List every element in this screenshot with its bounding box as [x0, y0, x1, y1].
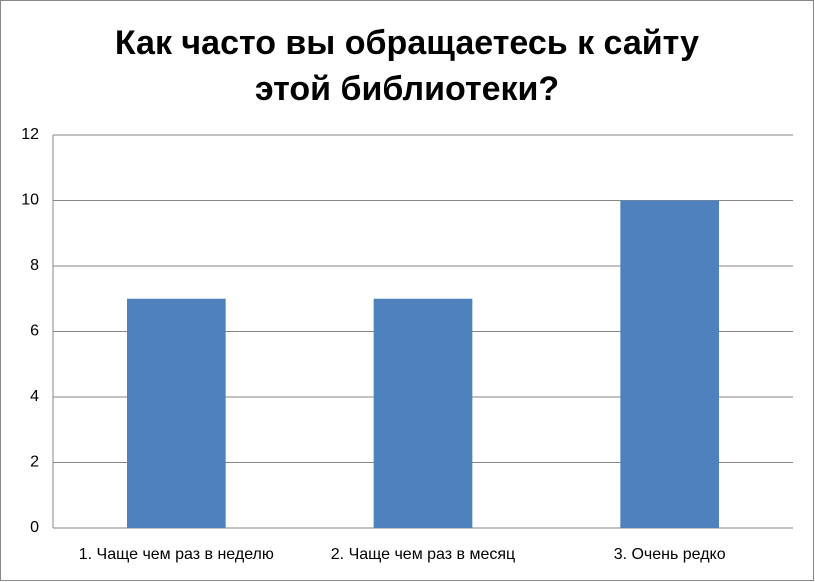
bar — [620, 200, 719, 528]
y-tick-label: 6 — [30, 323, 39, 340]
x-tick-label: 3. Очень редко — [614, 546, 726, 563]
bar — [127, 298, 226, 528]
bar — [373, 298, 473, 528]
y-tick-label: 8 — [30, 257, 39, 274]
x-tick-label: 2. Чаще чем раз в месяц — [331, 546, 515, 563]
chart-title: Как часто вы обращаетесь к сайту этой би… — [114, 24, 700, 108]
y-tick-label: 10 — [21, 192, 39, 209]
y-tick-label: 2 — [30, 454, 39, 471]
y-tick-label: 0 — [30, 519, 39, 536]
y-tick-label: 4 — [30, 388, 39, 405]
x-tick-label: 1. Чаще чем раз в неделю — [79, 546, 274, 563]
y-tick-label: 12 — [21, 126, 39, 143]
